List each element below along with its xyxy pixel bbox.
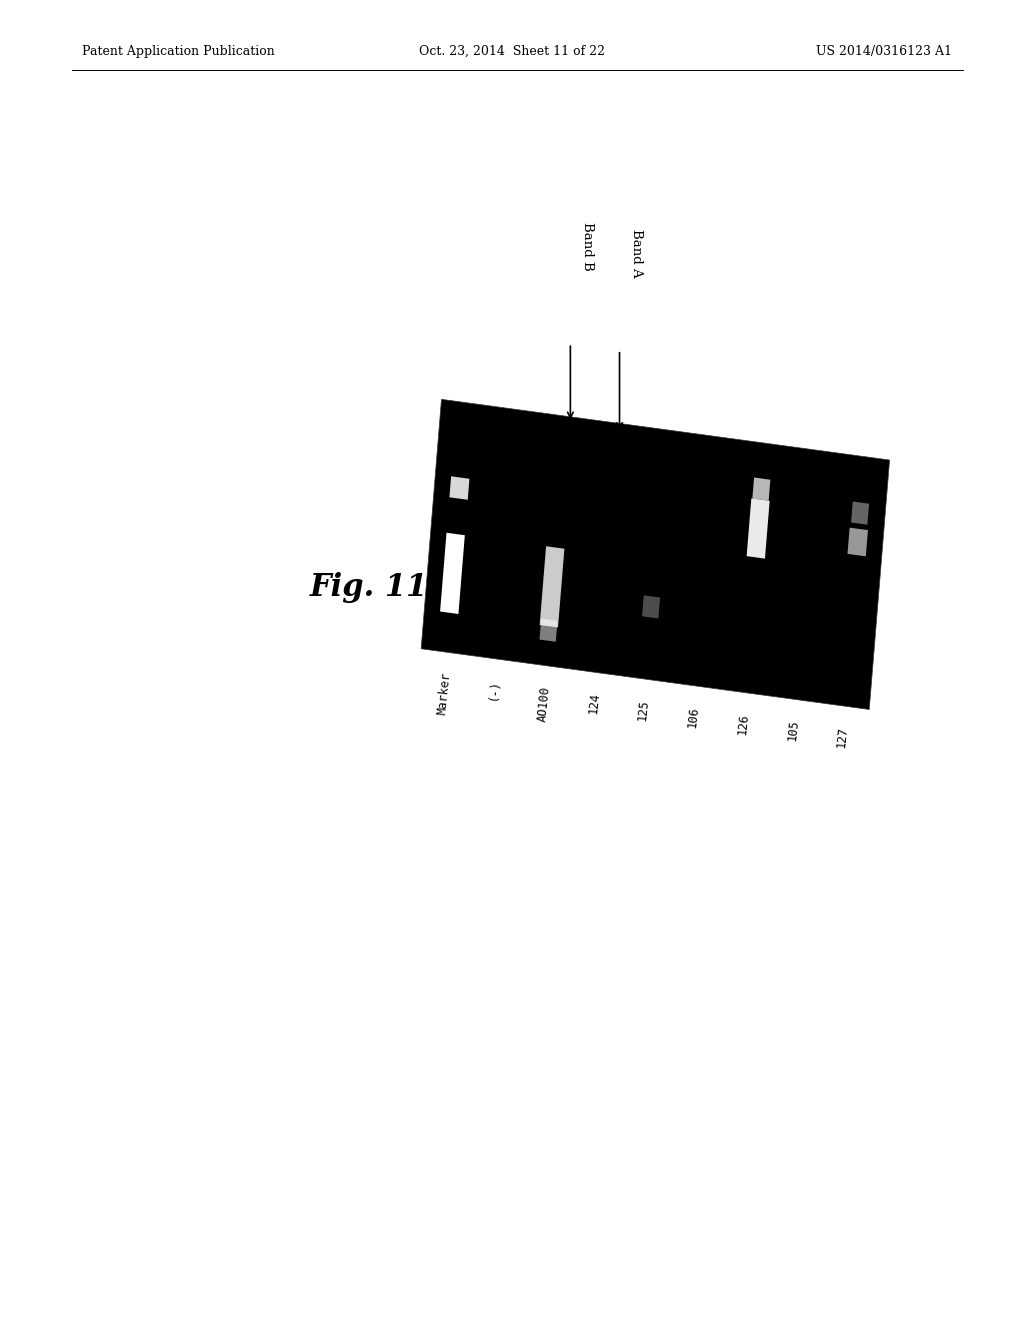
- Text: 124: 124: [586, 692, 601, 714]
- Polygon shape: [540, 546, 564, 627]
- Polygon shape: [746, 499, 770, 558]
- Text: Fig. 11: Fig. 11: [309, 572, 428, 603]
- Text: 106: 106: [686, 706, 701, 729]
- Text: (-): (-): [486, 678, 502, 701]
- Text: AO100: AO100: [536, 685, 552, 722]
- Polygon shape: [848, 528, 868, 556]
- Text: US 2014/0316123 A1: US 2014/0316123 A1: [816, 45, 952, 58]
- Text: 126: 126: [735, 713, 751, 735]
- Text: 125: 125: [636, 698, 651, 722]
- Polygon shape: [540, 619, 557, 642]
- Polygon shape: [421, 400, 890, 709]
- Text: 127: 127: [836, 726, 850, 748]
- Polygon shape: [851, 502, 869, 525]
- Text: Marker: Marker: [436, 672, 454, 715]
- Text: Band B: Band B: [581, 222, 594, 271]
- Text: Band A: Band A: [630, 228, 643, 277]
- Polygon shape: [450, 477, 469, 500]
- Polygon shape: [753, 478, 770, 500]
- Text: Oct. 23, 2014  Sheet 11 of 22: Oct. 23, 2014 Sheet 11 of 22: [419, 45, 605, 58]
- Text: Patent Application Publication: Patent Application Publication: [82, 45, 274, 58]
- Polygon shape: [642, 595, 660, 619]
- Text: 105: 105: [785, 719, 801, 742]
- Polygon shape: [440, 533, 465, 614]
